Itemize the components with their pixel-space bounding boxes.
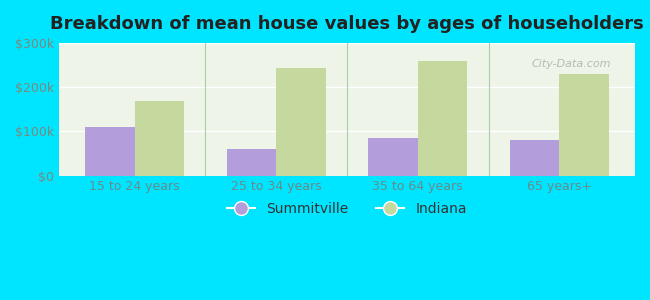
- Bar: [276, 68, 326, 176]
- Bar: [510, 140, 559, 175]
- Bar: [418, 61, 467, 176]
- Bar: [559, 74, 609, 176]
- Bar: [227, 149, 276, 176]
- Bar: [368, 138, 418, 176]
- Bar: [85, 127, 135, 176]
- Bar: [135, 101, 184, 176]
- Title: Breakdown of mean house values by ages of householders: Breakdown of mean house values by ages o…: [50, 15, 644, 33]
- Text: City-Data.com: City-Data.com: [531, 59, 611, 69]
- Legend: Summitville, Indiana: Summitville, Indiana: [222, 196, 472, 222]
